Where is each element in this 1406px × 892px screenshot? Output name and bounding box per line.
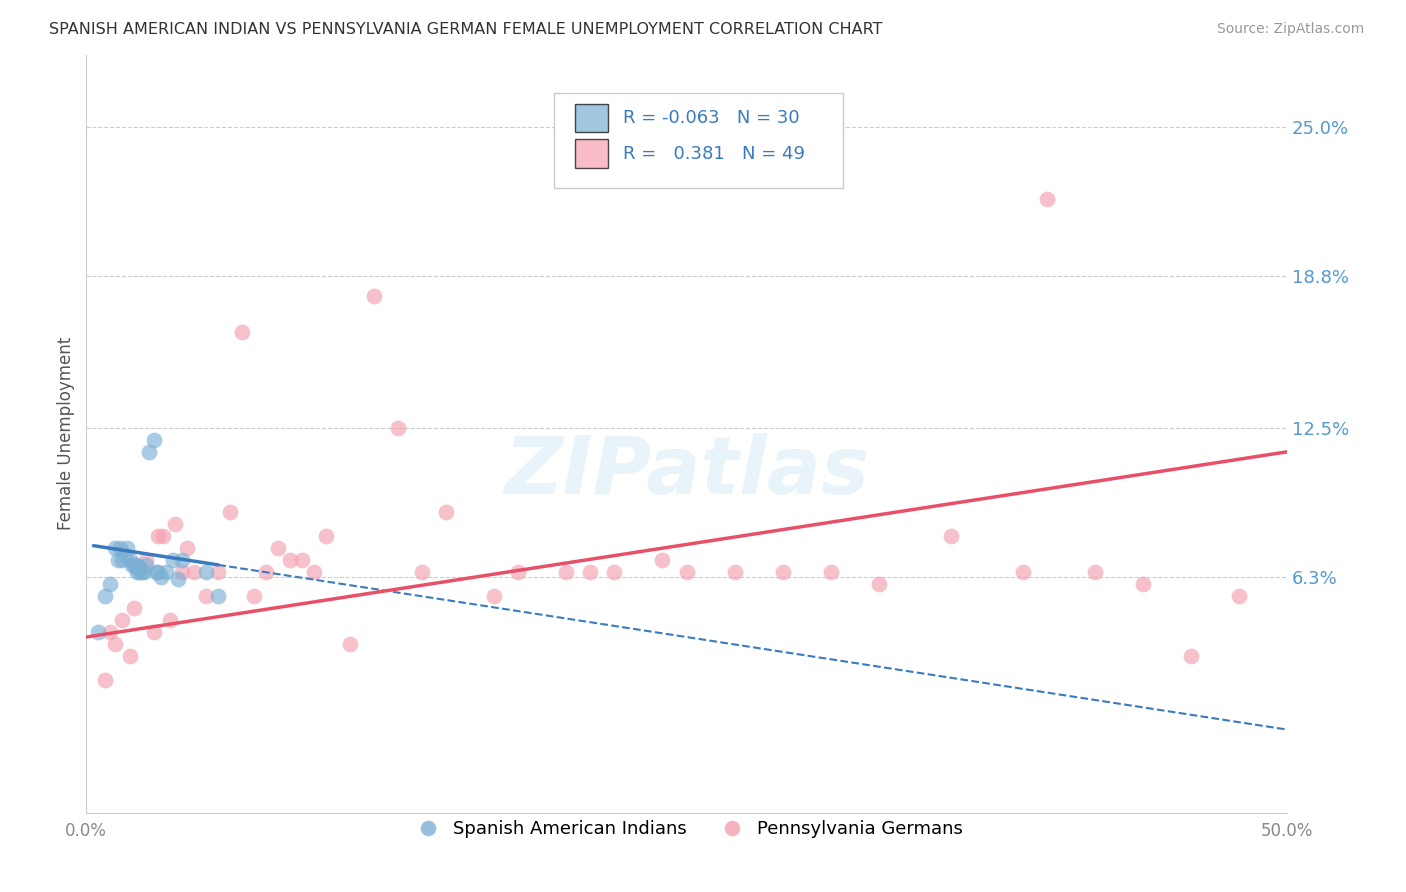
Point (138, 445, 160, 459)
Text: Source: ZipAtlas.com: Source: ZipAtlas.com (1216, 22, 1364, 37)
Point (114, 549, 136, 563)
Point (166, 572, 188, 586)
Point (118, 649, 141, 664)
Legend: Spanish American Indians, Pennsylvania Germans: Spanish American Indians, Pennsylvania G… (402, 813, 970, 846)
Point (145, 565, 167, 579)
Point (219, 505, 242, 519)
Point (1180, 649, 1202, 664)
Point (142, 625, 165, 640)
Point (675, 565, 697, 579)
Point (124, 601, 146, 615)
Point (121, 558, 143, 572)
Point (183, 565, 205, 579)
Point (387, 421, 409, 435)
Point (651, 553, 673, 567)
Point (115, 541, 138, 555)
Point (1035, 193, 1057, 207)
Point (603, 565, 626, 579)
Point (868, 577, 890, 591)
Point (108, 541, 131, 555)
Point (280, 553, 302, 567)
Point (142, 433, 165, 447)
Point (94, 589, 117, 603)
Point (291, 553, 314, 567)
Text: R =   0.381   N = 49: R = 0.381 N = 49 (623, 145, 804, 162)
Point (820, 565, 842, 579)
Point (315, 529, 337, 543)
Point (1084, 565, 1107, 579)
Point (148, 565, 170, 579)
Point (87, 625, 110, 640)
Text: R = -0.063   N = 30: R = -0.063 N = 30 (623, 109, 800, 127)
Point (131, 565, 153, 579)
Point (104, 637, 127, 651)
Point (508, 565, 530, 579)
Point (207, 589, 229, 603)
Point (152, 529, 174, 543)
Point (195, 589, 218, 603)
Point (176, 541, 198, 555)
Point (98, 625, 121, 640)
Point (172, 553, 194, 567)
Point (484, 589, 506, 603)
Point (155, 565, 177, 579)
Point (124, 558, 146, 572)
Point (579, 565, 602, 579)
Point (107, 553, 129, 567)
Point (304, 565, 326, 579)
Point (1132, 577, 1154, 591)
Point (149, 570, 172, 584)
Point (339, 637, 361, 651)
Point (555, 565, 578, 579)
Point (118, 553, 141, 567)
Point (104, 541, 127, 555)
Point (363, 288, 385, 302)
Text: ZIPatlas: ZIPatlas (503, 433, 869, 511)
Point (723, 565, 745, 579)
Point (125, 558, 148, 572)
Point (132, 565, 155, 579)
Y-axis label: Female Unemployment: Female Unemployment (58, 337, 75, 531)
Point (128, 560, 150, 574)
Point (135, 558, 157, 572)
Point (207, 565, 229, 579)
Point (162, 553, 184, 567)
Point (128, 565, 150, 579)
Point (165, 516, 187, 531)
Point (243, 589, 266, 603)
Point (231, 325, 253, 339)
Point (411, 565, 433, 579)
FancyBboxPatch shape (575, 103, 609, 132)
Point (98, 577, 121, 591)
Point (125, 565, 148, 579)
Point (94, 673, 117, 688)
Point (939, 529, 962, 543)
Point (195, 565, 218, 579)
Point (772, 565, 794, 579)
Point (254, 565, 277, 579)
Text: SPANISH AMERICAN INDIAN VS PENNSYLVANIA GERMAN FEMALE UNEMPLOYMENT CORRELATION C: SPANISH AMERICAN INDIAN VS PENNSYLVANIA … (49, 22, 883, 37)
FancyBboxPatch shape (575, 139, 609, 168)
Point (135, 553, 157, 567)
Point (267, 541, 290, 555)
Point (172, 565, 194, 579)
Point (1227, 589, 1250, 603)
Point (148, 529, 170, 543)
Point (111, 553, 134, 567)
Point (159, 613, 181, 627)
Point (111, 613, 134, 627)
Point (1011, 565, 1033, 579)
FancyBboxPatch shape (554, 93, 842, 187)
Point (436, 505, 458, 519)
